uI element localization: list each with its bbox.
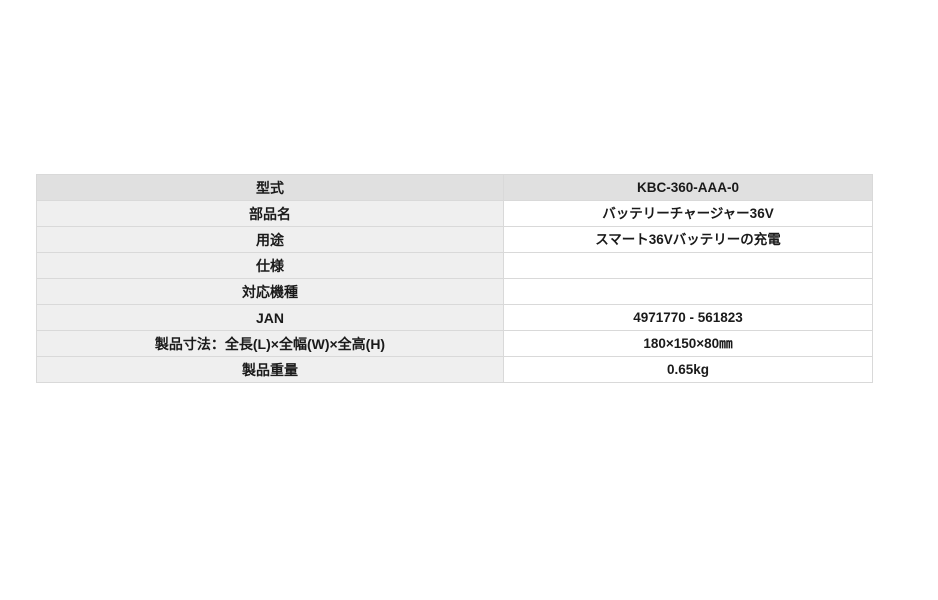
product-spec-table: 型式 KBC-360-AAA-0 部品名 バッテリーチャージャー36V 用途 ス…: [36, 174, 873, 383]
table-row: 製品寸法：全長(L)×全幅(W)×全高(H) 180×150×80㎜: [36, 330, 873, 357]
spec-value-jan: 4971770 - 561823: [503, 304, 873, 331]
spec-label-jan: JAN: [36, 304, 504, 331]
spec-label-compatible-models: 対応機種: [36, 278, 504, 305]
spec-value-compatible-models: [503, 278, 873, 305]
spec-value-part-name: バッテリーチャージャー36V: [503, 200, 873, 227]
spec-label-dimensions: 製品寸法：全長(L)×全幅(W)×全高(H): [36, 330, 504, 357]
spec-value-weight: 0.65kg: [503, 356, 873, 383]
table-row: 対応機種: [36, 278, 873, 305]
spec-label-weight: 製品重量: [36, 356, 504, 383]
table-row: 型式 KBC-360-AAA-0: [36, 174, 873, 201]
table-row: 仕様: [36, 252, 873, 279]
table-row: JAN 4971770 - 561823: [36, 304, 873, 331]
spec-value-usage: スマート36Vバッテリーの充電: [503, 226, 873, 253]
table-row: 製品重量 0.65kg: [36, 356, 873, 383]
table-row: 用途 スマート36Vバッテリーの充電: [36, 226, 873, 253]
spec-value-dimensions: 180×150×80㎜: [503, 330, 873, 357]
spec-value-model: KBC-360-AAA-0: [503, 174, 873, 201]
spec-label-usage: 用途: [36, 226, 504, 253]
spec-value-specification: [503, 252, 873, 279]
spec-label-part-name: 部品名: [36, 200, 504, 227]
spec-label-specification: 仕様: [36, 252, 504, 279]
spec-label-model: 型式: [36, 174, 504, 201]
table-row: 部品名 バッテリーチャージャー36V: [36, 200, 873, 227]
